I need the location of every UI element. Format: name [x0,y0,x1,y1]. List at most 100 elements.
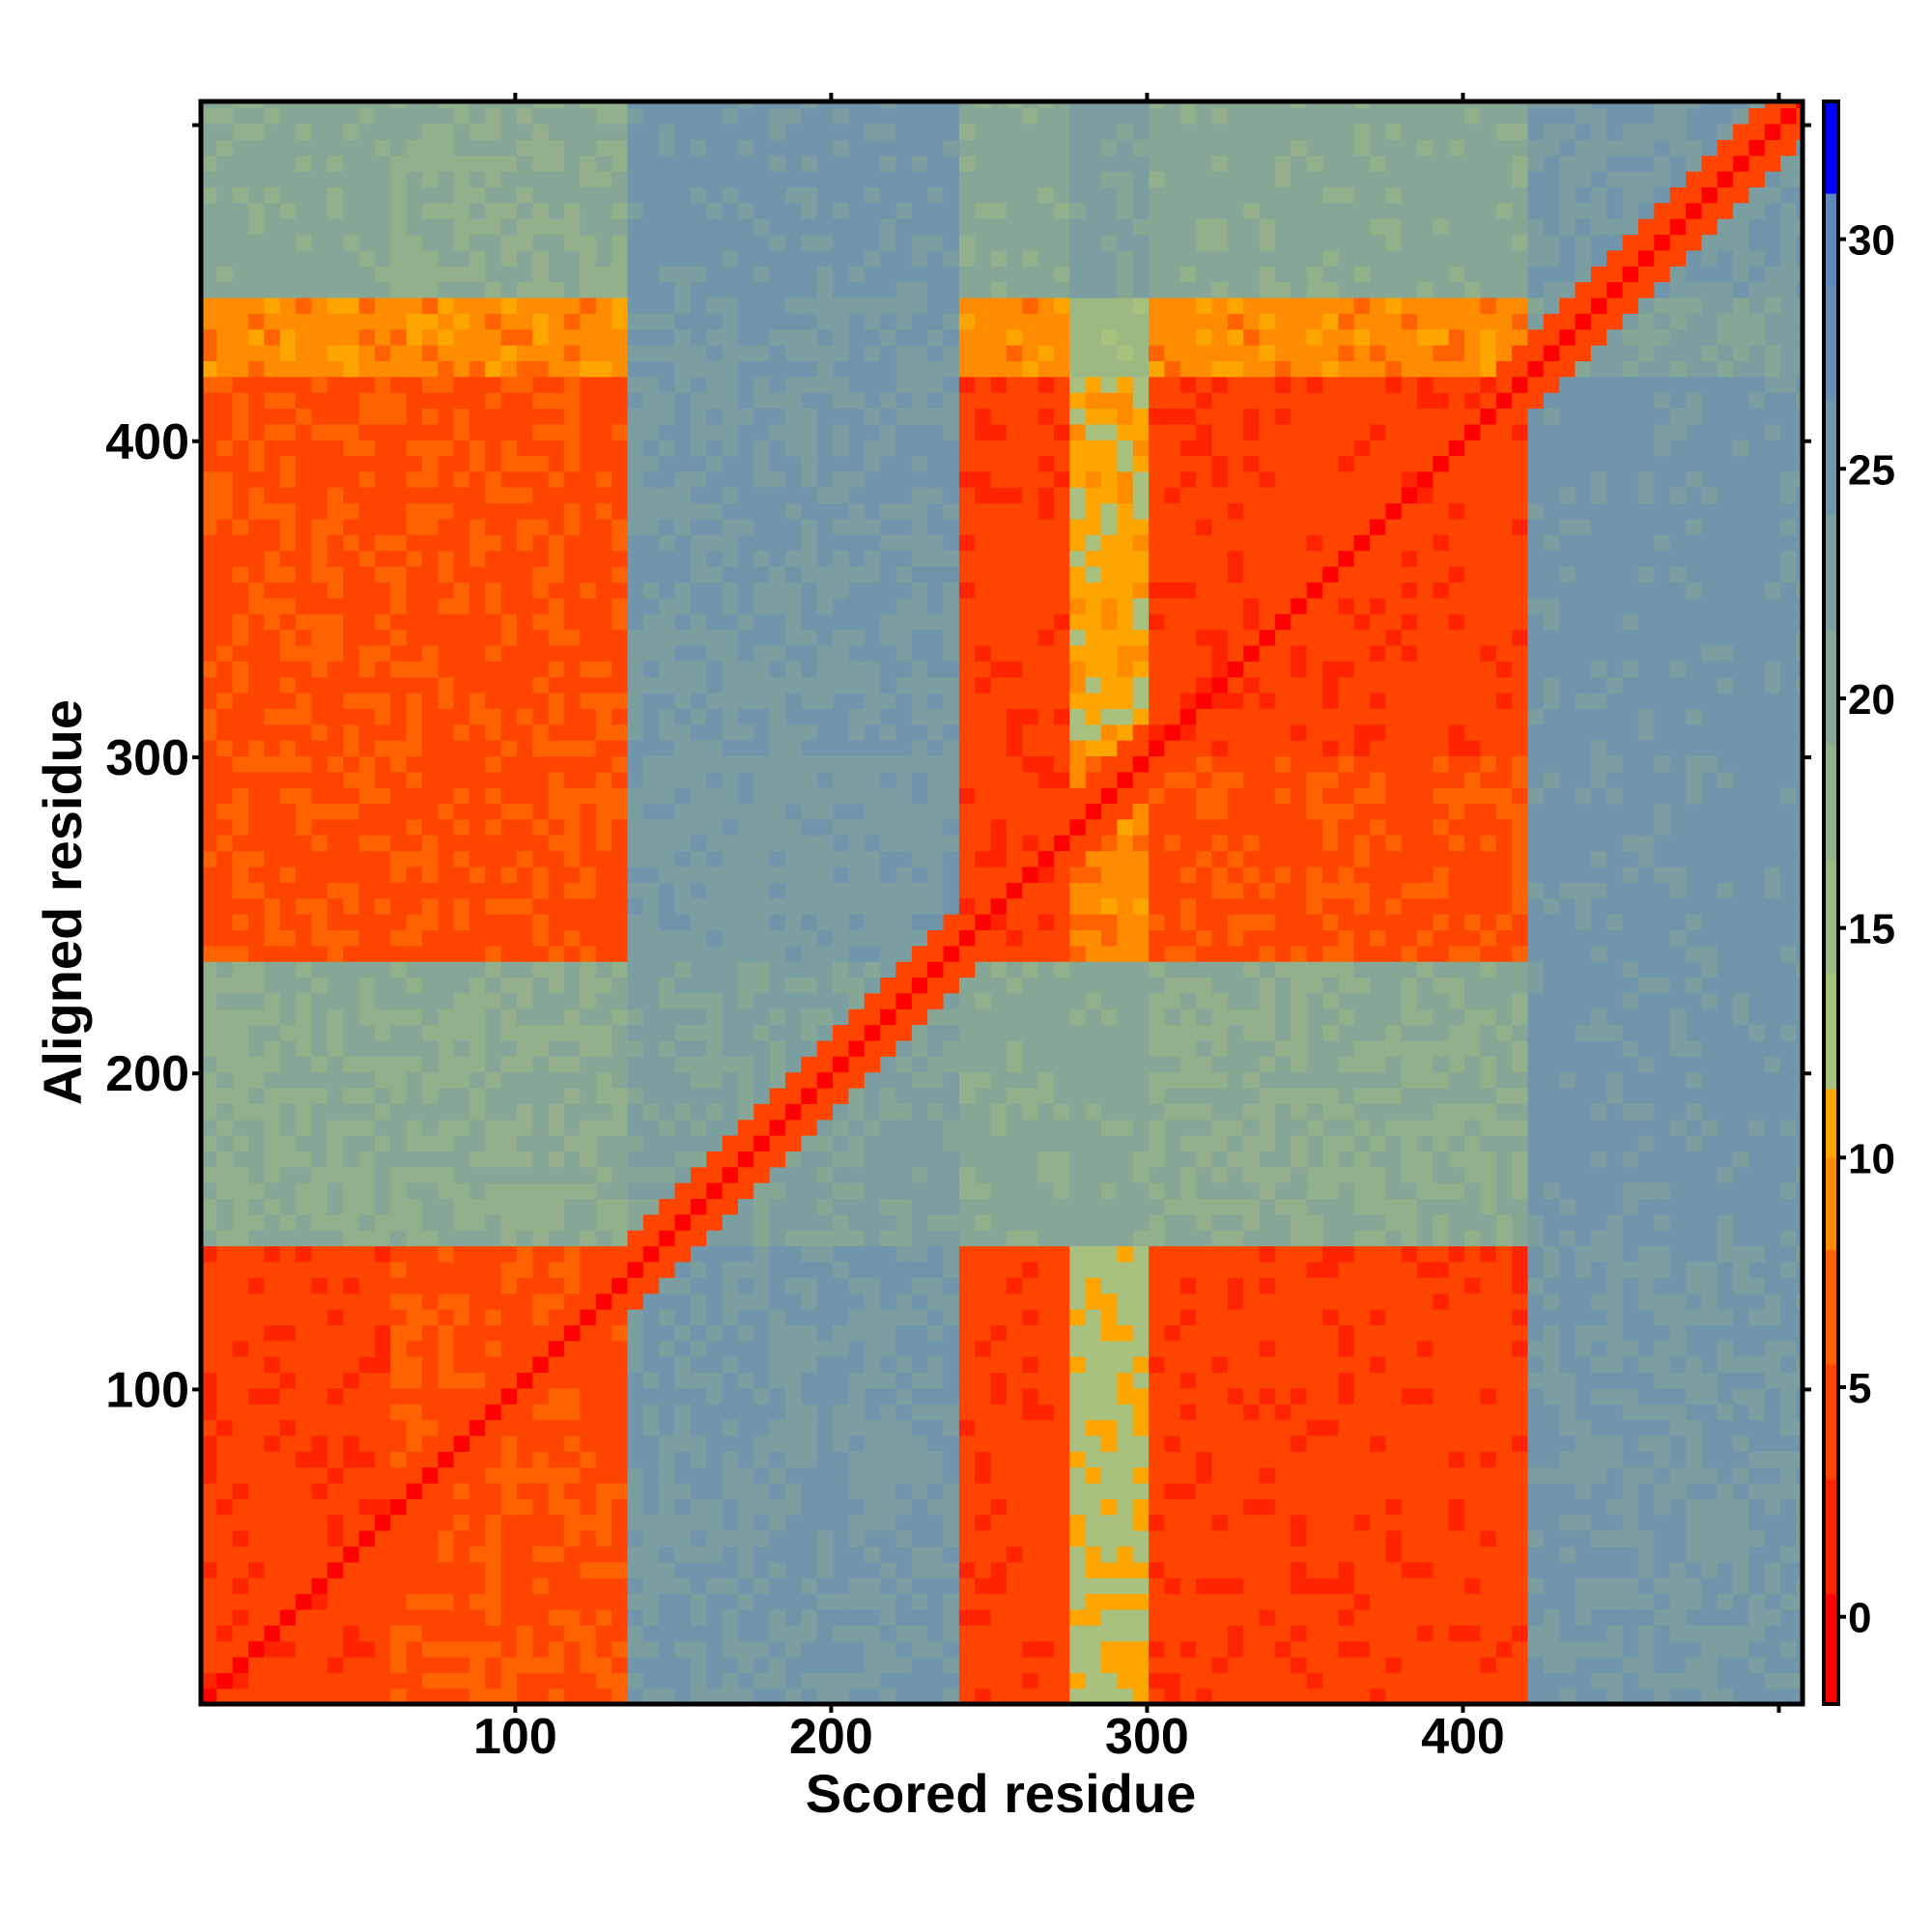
heatmap-cell [975,1024,992,1041]
heatmap-cell [358,1230,376,1247]
heatmap-cell [753,1608,771,1626]
heatmap-cell [311,1577,328,1595]
heatmap-cell [1353,1514,1371,1531]
heatmap-cell [911,1009,928,1026]
heatmap-cell [469,1324,486,1342]
heatmap-cell [1669,1356,1687,1374]
heatmap-cell [990,1498,1008,1516]
heatmap-cell [1764,1245,1781,1263]
heatmap-cell [1101,1009,1118,1026]
heatmap-cell [1132,1640,1150,1658]
heatmap-cell [1780,1466,1798,1484]
heatmap-cell [1132,1009,1150,1026]
heatmap-cell [1353,1230,1371,1247]
heatmap-cell [895,1466,913,1484]
heatmap-cell [564,1103,582,1121]
heatmap-cell [1274,1435,1292,1452]
heatmap-cell [1164,1213,1181,1231]
heatmap-cell [1006,1530,1023,1547]
heatmap-cell [1259,1024,1276,1041]
heatmap-cell [674,1498,692,1516]
heatmap-cell [1433,1404,1450,1421]
heatmap-cell [848,1466,866,1484]
heatmap-cell [580,1245,597,1263]
heatmap-cell [833,1277,849,1294]
heatmap-cell [1179,1672,1197,1690]
heatmap-cell [642,1024,660,1041]
heatmap-cell [232,1640,249,1658]
heatmap-cell [1321,1324,1339,1342]
heatmap-cell [485,1261,502,1278]
heatmap-cell [975,1672,992,1690]
heatmap-cell [785,1039,802,1057]
heatmap-cell [1054,1482,1070,1499]
heatmap-cell [1211,1039,1229,1057]
heatmap-cell [1164,1656,1181,1673]
heatmap-cell [296,1213,313,1231]
heatmap-cell [421,1356,439,1374]
heatmap-cell [1037,929,1055,947]
heatmap-cell [1022,1151,1039,1168]
heatmap-cell [769,1672,786,1690]
heatmap-cell [611,1451,629,1468]
heatmap-cell [595,1608,612,1626]
heatmap-cell [1669,1009,1687,1026]
heatmap-cell [1101,1514,1118,1531]
heatmap-cell [737,1009,754,1026]
heatmap-cell [264,1482,281,1499]
heatmap-cell [1748,1151,1766,1168]
heatmap-cell [864,1198,881,1215]
heatmap-cell [1590,961,1607,978]
heatmap-cell [1291,1245,1308,1263]
heatmap-cell [1164,1514,1181,1531]
heatmap-cell [1575,1324,1592,1342]
heatmap-cell [1559,1087,1577,1104]
heatmap-cell [453,1546,470,1563]
heatmap-cell [1149,1103,1166,1121]
heatmap-cell [659,1198,676,1215]
heatmap-cell [911,1056,928,1073]
heatmap-cell [1512,1593,1529,1610]
heatmap-cell [1321,1561,1339,1578]
heatmap-cell [1069,1213,1087,1231]
heatmap-cell [453,1103,470,1121]
heatmap-cell [769,1656,786,1673]
heatmap-cell [1669,1546,1687,1563]
heatmap-cell [1669,1530,1687,1547]
heatmap-cell [1495,1514,1513,1531]
heatmap-cell [627,1261,644,1278]
heatmap-cell [232,1009,249,1026]
heatmap-cell [753,1498,771,1516]
heatmap-cell [1417,1625,1434,1642]
heatmap-cell [1179,992,1197,1009]
heatmap-cell [1227,1672,1244,1690]
heatmap-cell [1085,992,1102,1009]
heatmap-cell [1637,1530,1655,1547]
heatmap-cell [880,1640,897,1658]
heatmap-cell [1132,1293,1150,1310]
heatmap-cell [1149,1672,1166,1690]
heatmap-cell [833,1261,849,1278]
heatmap-cell [374,961,391,978]
heatmap-cell [1370,1404,1386,1421]
heatmap-cell [722,1245,739,1263]
heatmap-cell [1480,1640,1497,1658]
heatmap-cell [864,992,881,1009]
heatmap-cell [469,1071,486,1089]
heatmap-cell [1037,1198,1055,1215]
heatmap-cell [1259,1213,1276,1231]
heatmap-cell [1006,1277,1023,1294]
heatmap-cell [327,1340,344,1357]
heatmap-cell [1291,1182,1308,1200]
heatmap-cell [279,1672,297,1690]
heatmap-cell [627,929,644,947]
heatmap-cell [816,1119,834,1136]
heatmap-cell [1495,929,1513,947]
heatmap-cell [1733,1608,1750,1626]
heatmap-cell [785,929,802,947]
heatmap-cell [548,1404,565,1421]
heatmap-cell [390,945,408,962]
heatmap-cell [1274,1309,1292,1325]
heatmap-cell [1227,1198,1244,1215]
heatmap-cell [1054,1009,1070,1026]
